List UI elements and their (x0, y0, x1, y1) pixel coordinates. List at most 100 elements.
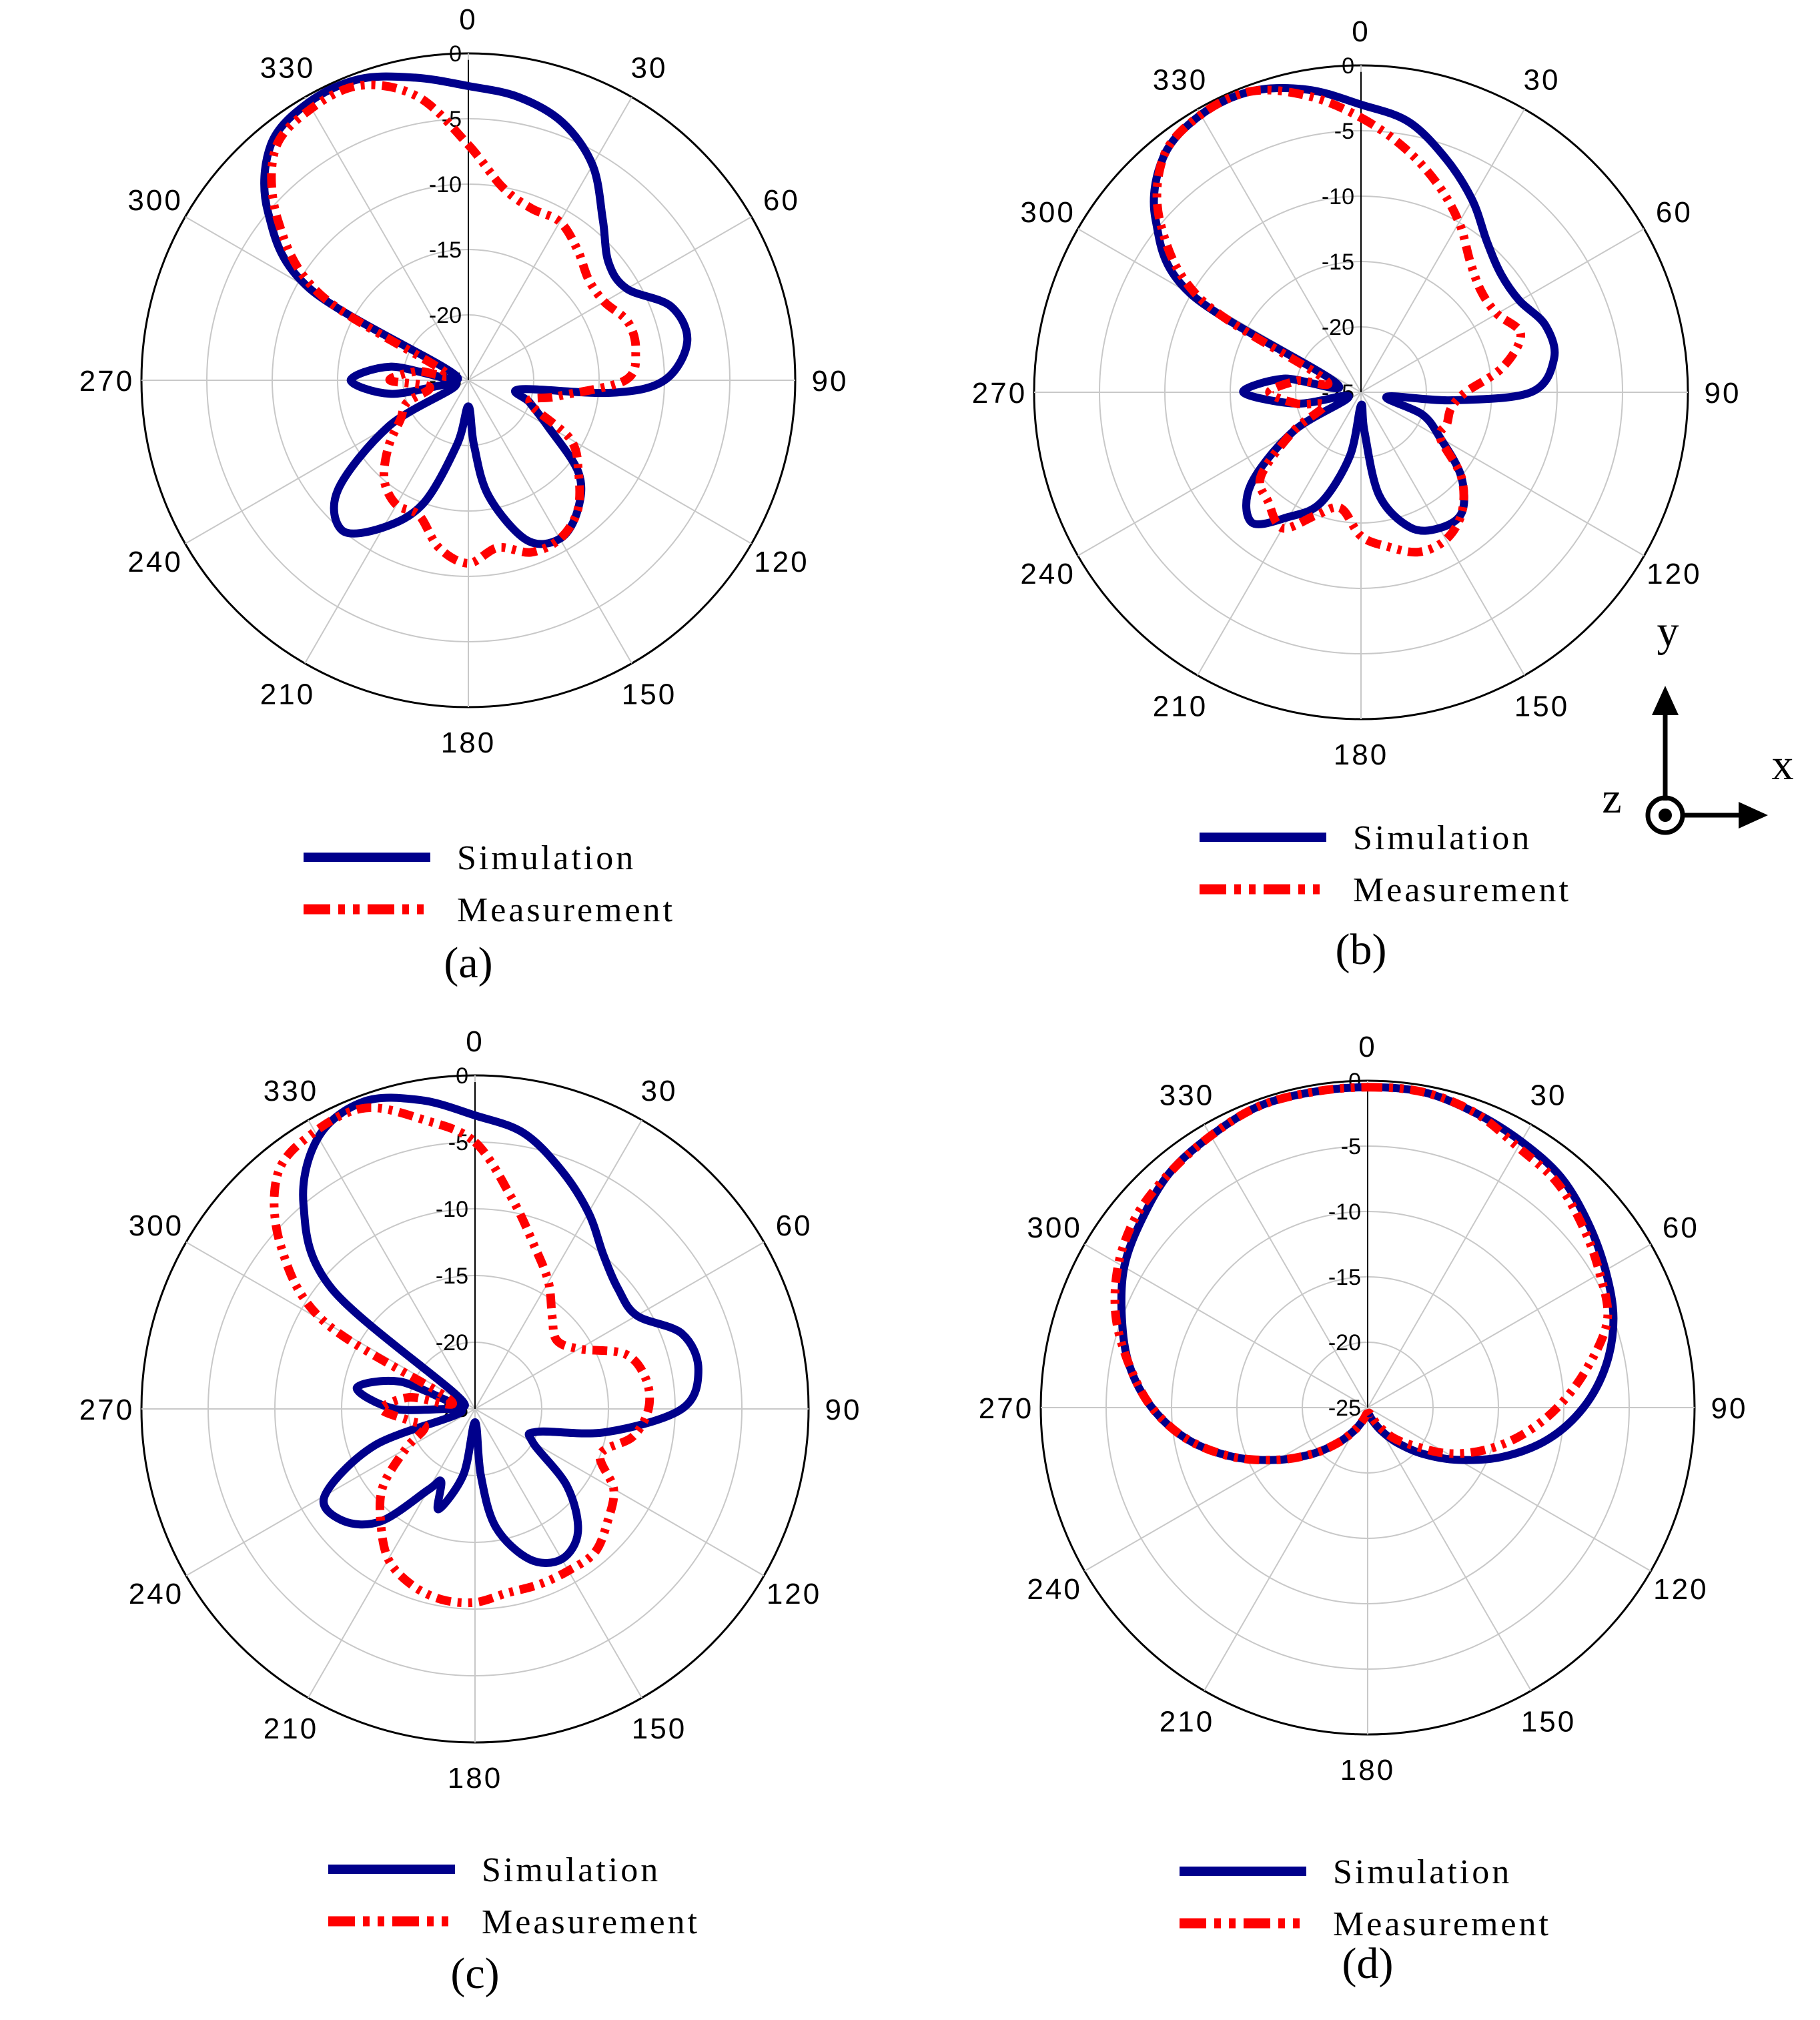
angle-tick-label: 120 (754, 546, 809, 578)
legend: Simulation Measurement (1200, 819, 1571, 909)
radial-tick-label: -15 (1328, 1265, 1361, 1290)
angle-tick-label: 150 (632, 1712, 687, 1745)
radial-tick-label: -10 (429, 172, 462, 197)
angle-tick-label: 180 (1340, 1754, 1395, 1787)
angle-tick-label: 330 (264, 1075, 318, 1107)
radial-tick-label: -25 (1328, 1396, 1361, 1421)
x-axis-label: x (1772, 740, 1794, 789)
radial-tick-label: -20 (436, 1330, 468, 1356)
radial-tick-label: -15 (436, 1264, 468, 1289)
measurement-series-line (270, 1103, 654, 1608)
angle-tick-label: 150 (622, 678, 676, 710)
grid-spoke (1360, 228, 1645, 393)
angle-tick-label: 180 (441, 726, 496, 759)
grid-spoke (468, 380, 752, 544)
grid-spoke (474, 1408, 642, 1698)
coordinate-axes-indicator: y x z (1602, 607, 1794, 835)
angle-tick-label: 240 (127, 546, 182, 578)
angle-tick-label: 270 (972, 377, 1027, 410)
angle-tick-label: 300 (1027, 1211, 1081, 1244)
measurement-series-line (267, 80, 640, 568)
z-axis-dot-icon (1659, 809, 1672, 822)
angle-tick-label: 0 (466, 1025, 484, 1058)
y-axis-label: y (1657, 607, 1679, 656)
grid-spoke (474, 1241, 765, 1410)
grid-spoke (468, 97, 632, 381)
angle-tick-label: 0 (1358, 1031, 1376, 1063)
angle-tick-label: 300 (1020, 196, 1075, 229)
grid-spoke (468, 216, 752, 381)
angle-tick-label: 60 (776, 1209, 813, 1242)
angle-tick-label: 330 (1153, 64, 1208, 97)
radial-tick-label: -5 (1334, 119, 1354, 144)
angle-tick-label: 240 (129, 1578, 183, 1610)
radial-tick-label: -5 (1341, 1134, 1361, 1159)
angle-tick-label: 150 (1521, 1705, 1576, 1738)
radial-tick-label: 0 (449, 41, 462, 67)
angle-tick-label: 0 (1352, 15, 1370, 48)
grid-spoke (468, 380, 632, 664)
angle-tick-label: 270 (979, 1392, 1033, 1425)
grid-spoke (474, 1408, 765, 1576)
angle-tick-label: 60 (1656, 196, 1693, 229)
legend-entry-label: Simulation (1333, 1853, 1512, 1891)
grid-spoke (308, 1119, 476, 1410)
panel-label: (c) (450, 1949, 499, 1998)
angle-tick-label: 210 (1160, 1705, 1214, 1738)
measurement-series-line (1152, 85, 1525, 557)
angle-tick-label: 30 (631, 52, 668, 85)
angle-tick-label: 120 (767, 1578, 821, 1610)
simulation-series-line (1150, 84, 1559, 535)
angle-tick-label: 30 (1524, 64, 1560, 97)
angle-tick-label: 180 (448, 1762, 502, 1795)
angle-tick-label: 240 (1027, 1573, 1081, 1606)
simulation-series-line (260, 72, 692, 548)
angle-tick-label: 150 (1514, 690, 1569, 722)
y-axis-arrowhead-icon (1652, 686, 1679, 715)
angle-tick-label: 90 (1705, 377, 1741, 410)
angle-tick-label: 60 (1663, 1211, 1699, 1244)
angle-tick-label: 210 (260, 678, 315, 710)
x-axis-arrowhead-icon (1739, 802, 1768, 829)
grid-spoke (1197, 392, 1362, 676)
grid-spoke (1084, 1243, 1368, 1408)
grid-spoke (1204, 1124, 1368, 1408)
legend-entry-label: Measurement (457, 891, 675, 929)
radial-tick-label: -5 (448, 1130, 468, 1155)
legend-entry-label: Measurement (1333, 1905, 1551, 1943)
angle-tick-label: 180 (1334, 738, 1388, 771)
radial-tick-label: -10 (436, 1197, 468, 1222)
polar-panel-b: 0 30 60 90 120 150 180 210 240 270 300 330 0 -5 -10 -15… (972, 15, 1741, 974)
radial-tick-label: -20 (1322, 315, 1354, 340)
angle-tick-label: 300 (129, 1209, 183, 1242)
radial-tick-label: 0 (456, 1063, 468, 1089)
grid-spoke (1360, 392, 1525, 676)
angle-tick-label: 330 (1160, 1079, 1214, 1112)
legend: Simulation Measurement (328, 1851, 697, 1941)
panel-label: (a) (444, 939, 492, 987)
grid-spoke (304, 97, 469, 381)
angle-tick-label: 90 (812, 365, 849, 398)
angle-tick-label: 60 (763, 184, 800, 217)
angle-tick-label: 30 (641, 1075, 678, 1107)
grid-spoke (1367, 1407, 1532, 1691)
measurement-series-line (1110, 1083, 1613, 1465)
grid-spoke (1084, 1407, 1368, 1572)
angle-tick-label: 270 (79, 1394, 134, 1426)
angle-tick-label: 300 (127, 184, 182, 217)
legend: Simulation Measurement (1180, 1853, 1551, 1943)
angle-tick-label: 90 (1711, 1392, 1748, 1425)
legend-entry-label: Measurement (1353, 871, 1571, 909)
grid-spoke (1360, 109, 1525, 393)
z-axis-label: z (1602, 774, 1621, 823)
angle-tick-label: 210 (1153, 690, 1208, 722)
radial-tick-label: 0 (1342, 53, 1354, 79)
legend-entry-label: Simulation (457, 839, 636, 877)
polar-panel-c: 0 30 60 90 120 150 180 210 240 270 300 330 0 -5 -10 -15… (79, 1025, 860, 1998)
angle-tick-label: 120 (1653, 1573, 1708, 1606)
panel-label: (b) (1336, 925, 1387, 974)
grid-spoke (308, 1408, 476, 1698)
